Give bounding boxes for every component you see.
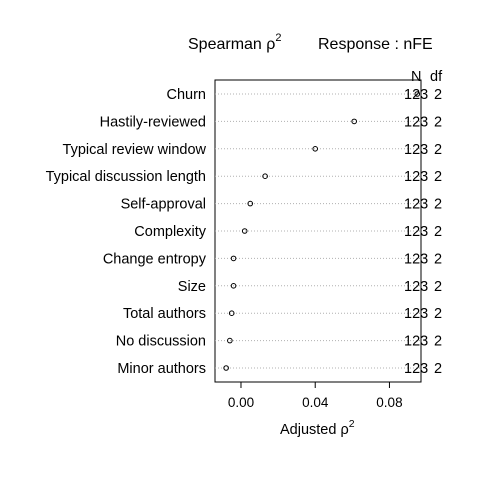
row-label: Typical review window [63, 142, 207, 158]
row-df-value: 2 [434, 169, 442, 185]
row-df-value: 2 [434, 279, 442, 295]
df-column-header: df [430, 69, 443, 85]
n-column-header: N [411, 69, 421, 85]
x-tick-label: 0.04 [302, 395, 329, 410]
row-n-value: 123 [404, 197, 428, 213]
row-df-value: 2 [434, 87, 442, 103]
row-df-value: 2 [434, 142, 442, 158]
row-label: Hastily-reviewed [100, 114, 206, 130]
row-label: Total authors [123, 306, 206, 322]
row-df-value: 2 [434, 361, 442, 377]
row-n-value: 123 [404, 142, 428, 158]
row-df-value: 2 [434, 334, 442, 350]
row-label: Churn [167, 87, 207, 103]
row-label: Complexity [134, 224, 206, 240]
row-df-value: 2 [434, 197, 442, 213]
row-df-value: 2 [434, 224, 442, 240]
row-n-value: 123 [404, 169, 428, 185]
row-label: Change entropy [103, 251, 207, 267]
grid-lines [215, 94, 421, 368]
row-df-value: 2 [434, 114, 442, 130]
row-n-value: 123 [404, 334, 428, 350]
row-n-value: 123 [404, 361, 428, 377]
data-points [224, 92, 420, 371]
row-stats: 123 2 123 2 123 2 123 2 123 2 123 2 123 2 123 2 123 2 123 2… [404, 87, 442, 377]
row-n-value: 123 [404, 279, 428, 295]
chart-title: Spearman ρ2 [188, 32, 282, 53]
row-n-value: 123 [404, 114, 428, 130]
data-point [313, 147, 318, 152]
row-df-value: 2 [434, 306, 442, 322]
row-df-value: 2 [434, 251, 442, 267]
response-label: Response : nFE [318, 36, 433, 53]
row-n-value: 123 [404, 224, 428, 240]
row-label: Self-approval [121, 197, 206, 213]
row-n-value: 123 [404, 87, 428, 103]
data-point [242, 229, 247, 234]
row-n-value: 123 [404, 306, 428, 322]
x-axis: 0.00 0.04 0.08 [228, 382, 403, 410]
row-label: Minor authors [117, 361, 206, 377]
data-point [228, 338, 233, 343]
row-labels: Churn Hastily-reviewed Typical review wind… [46, 87, 207, 377]
x-tick-label: 0.08 [376, 395, 402, 410]
data-point [352, 119, 357, 124]
row-label: Typical discussion length [46, 169, 206, 185]
row-n-value: 123 [404, 251, 428, 267]
row-label: Size [178, 279, 206, 295]
x-axis-label: Adjusted ρ2 [280, 418, 355, 438]
row-label: No discussion [116, 334, 206, 350]
x-tick-label: 0.00 [228, 395, 254, 410]
